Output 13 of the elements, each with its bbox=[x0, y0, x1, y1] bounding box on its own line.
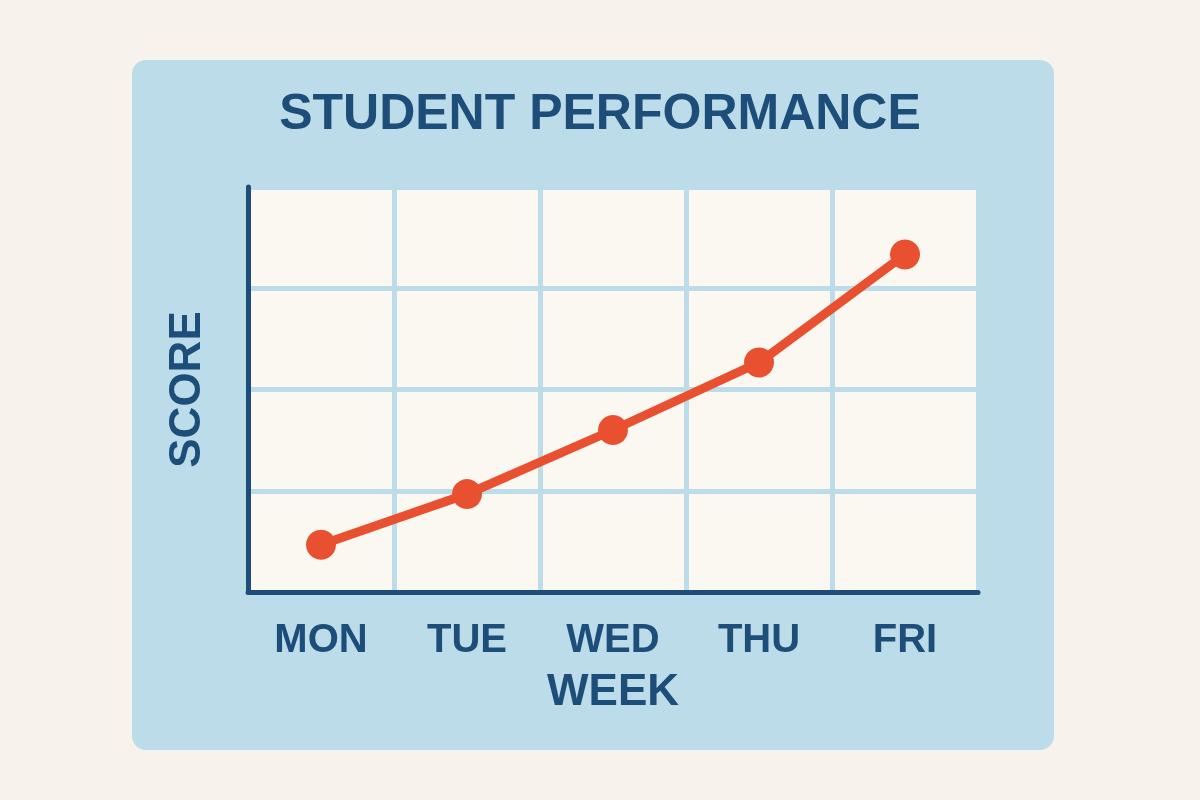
point bbox=[890, 239, 920, 270]
x-tick-label: FRI bbox=[872, 616, 938, 660]
point bbox=[744, 347, 774, 378]
x-tick-label: WED bbox=[566, 616, 660, 660]
point bbox=[306, 529, 336, 560]
x-tick-label: TUE bbox=[427, 616, 507, 660]
x-axis-title: WEEK bbox=[547, 664, 680, 714]
x-tick-label: MON bbox=[274, 616, 368, 660]
chart-title: STUDENT PERFORMANCE bbox=[279, 84, 921, 140]
point bbox=[598, 415, 628, 445]
x-tick-label: THU bbox=[717, 616, 801, 660]
y-axis-title: SCORE bbox=[159, 311, 209, 468]
point bbox=[452, 479, 482, 510]
